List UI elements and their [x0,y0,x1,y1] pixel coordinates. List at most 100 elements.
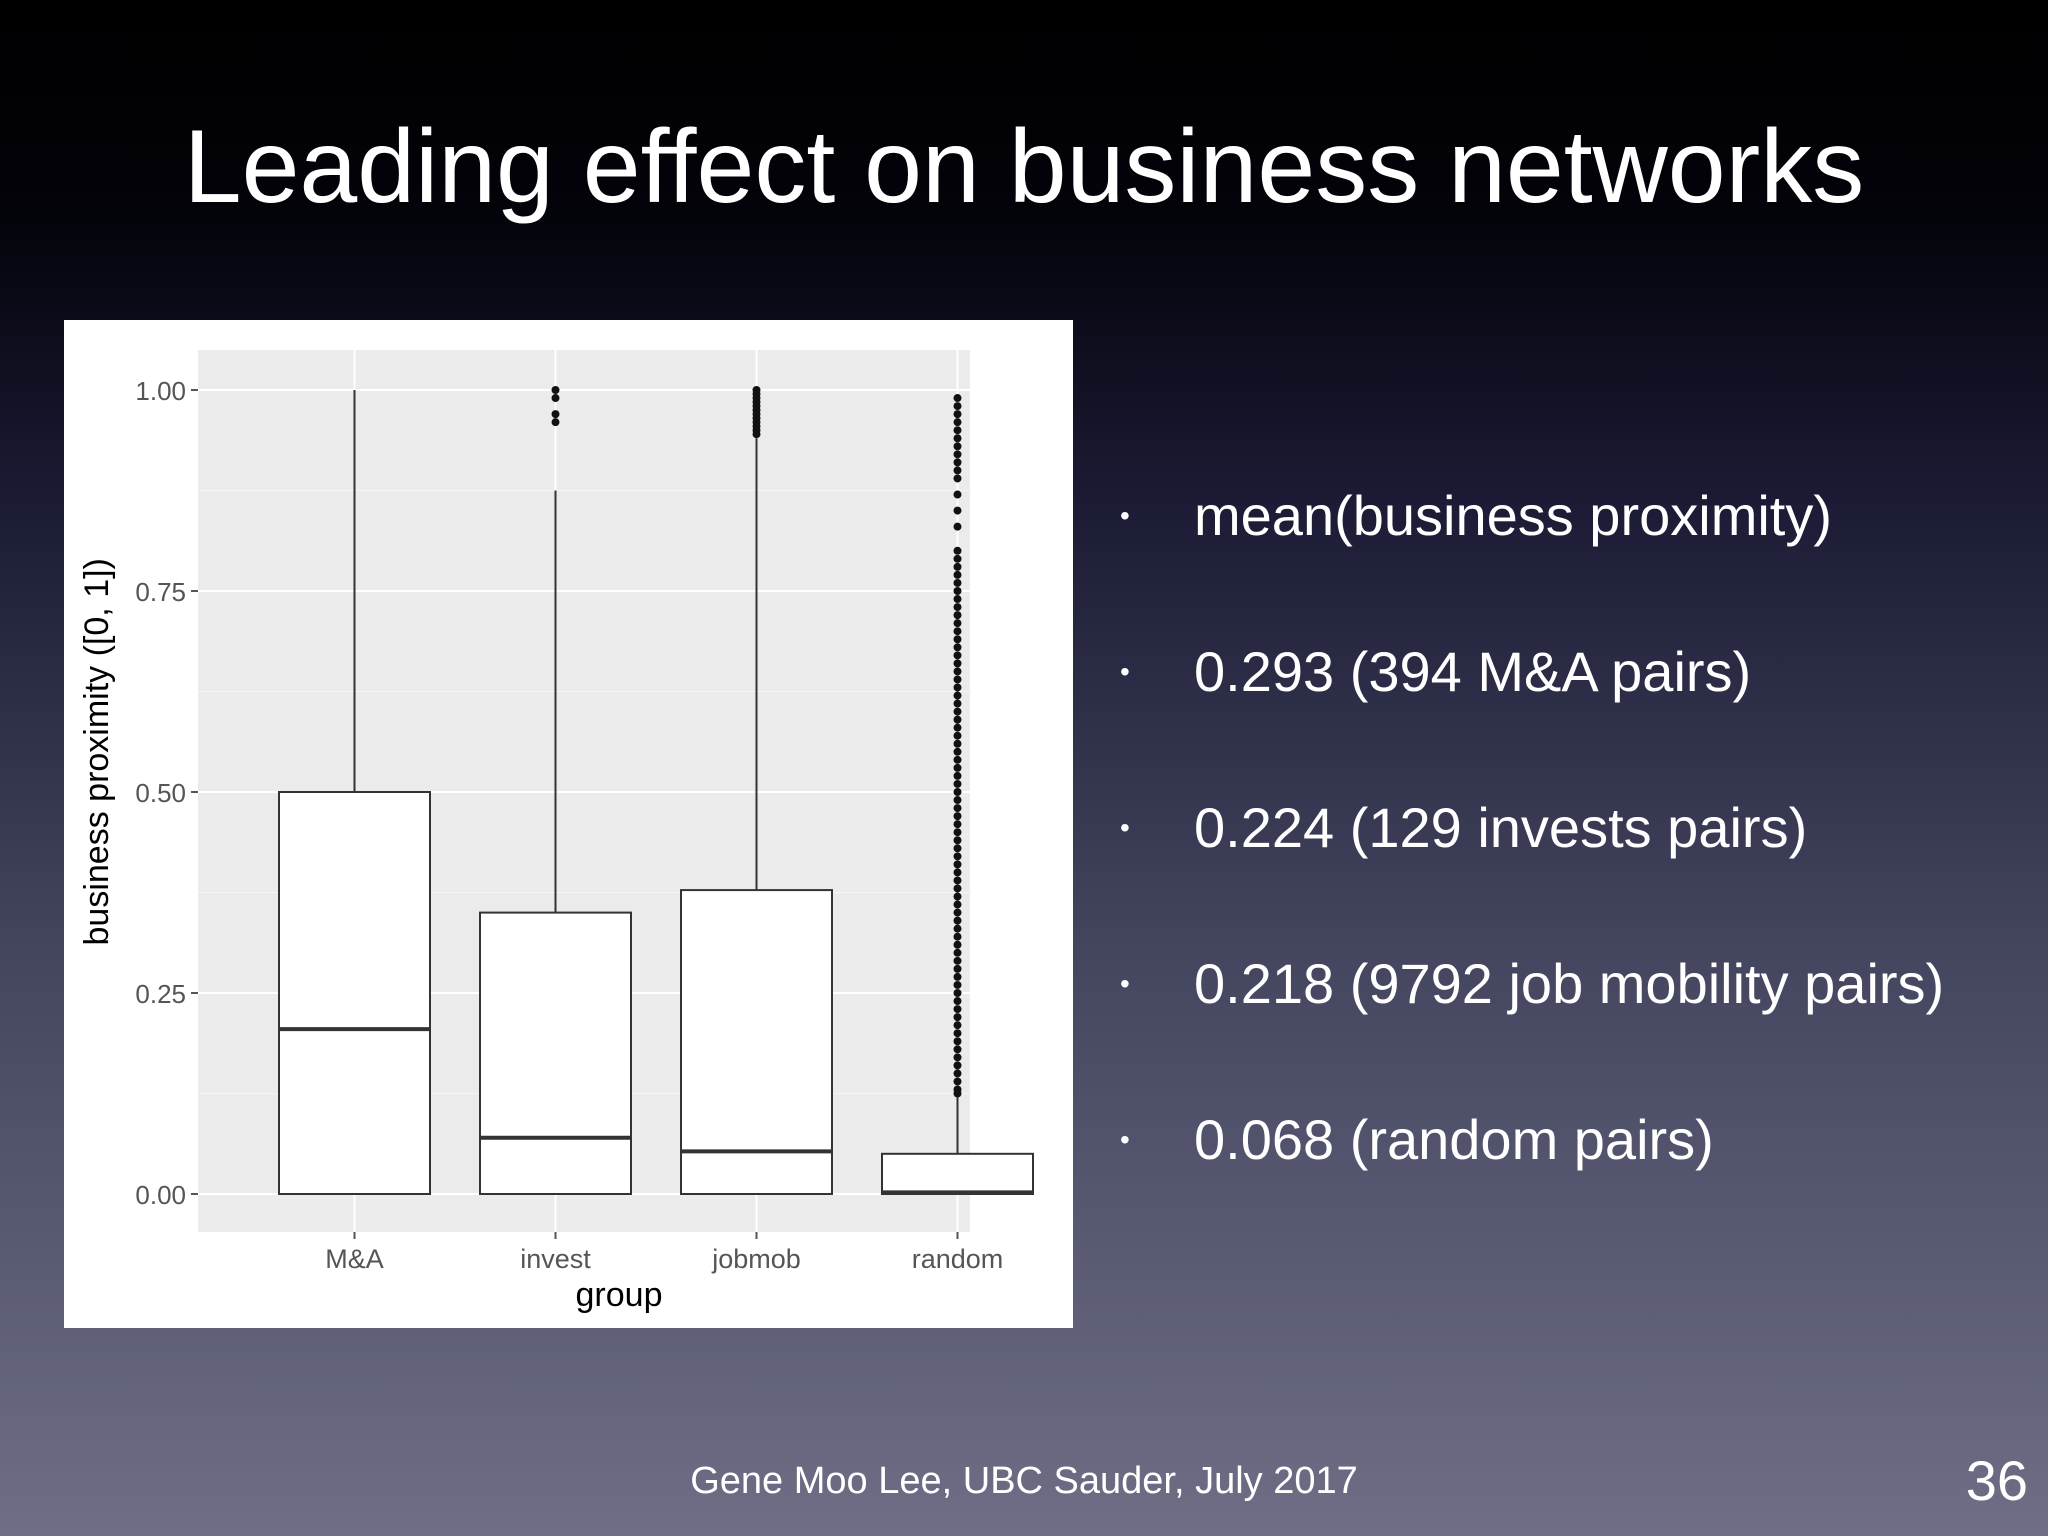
outlier-point [953,635,962,644]
outlier-point [953,739,962,748]
bullet-dot-icon: • [1120,1124,1130,1155]
outlier-point [953,442,962,451]
box-iqr [881,1152,1034,1195]
bullet-item: • 0.224 (129 invests pairs) [1110,784,1944,940]
outlier-point [953,1085,962,1094]
box-iqr [278,791,431,1195]
outlier-point [953,667,962,676]
outlier-point [953,940,962,949]
outlier-point [953,627,962,636]
outlier-point [953,755,962,764]
outlier-point [953,828,962,837]
outlier-point [953,450,962,459]
outlier-point [953,747,962,756]
outlier-point [752,386,761,394]
outlier-point [953,771,962,780]
outlier-point [953,611,962,620]
outlier-point [953,466,962,475]
boxplot-chart: 0.00 0.25 0.50 0.75 1.00 M&A invest jobmob rando… [64,320,1073,1328]
axis-layer: 0.00 0.25 0.50 0.75 1.00 M&A invest jobmob rando… [135,376,1003,1274]
bullet-dot-icon: • [1120,500,1130,531]
outlier-point [953,989,962,997]
outlier-point [551,418,560,427]
bullet-text: 0.224 (129 invests pairs) [1194,796,1808,859]
outlier-point [953,651,962,660]
y-tick-label: 0.50 [135,778,186,808]
bullet-item: • 0.068 (random pairs) [1110,1096,1944,1252]
outlier-point [953,659,962,668]
bullet-text: mean(business proximity) [1194,484,1832,547]
x-tick-label: random [912,1244,1004,1274]
outlier-point [953,900,962,909]
outlier-point [953,924,962,933]
outlier-point [953,1069,962,1078]
outlier-point [953,562,962,571]
outlier-point [953,820,962,829]
outlier-point [953,595,962,604]
box-jobmob [680,386,833,1195]
outlier-point [953,852,962,861]
outlier-point [953,474,962,483]
outlier-point [953,1045,962,1054]
box-m-a [278,390,431,1195]
outlier-point [953,868,962,877]
outlier-point [953,1021,962,1030]
outlier-point [953,932,962,941]
outlier-point [953,812,962,821]
outlier-point [953,804,962,813]
outlier-point [953,860,962,869]
outlier-point [953,587,962,595]
outlier-point [953,554,962,563]
slide-title: Leading effect on business networks [183,109,1865,225]
outlier-point [953,506,962,515]
outlier-point [953,763,962,772]
box-invest [479,386,632,1195]
outlier-point [551,394,560,403]
outlier-point [953,956,962,965]
bullet-text: 0.218 (9792 job mobility pairs) [1194,952,1945,1015]
outlier-point [953,434,962,443]
outlier-point [953,1005,962,1014]
bullet-item: • mean(business proximity) [1110,472,1944,628]
outlier-point [953,796,962,805]
outlier-point [953,418,962,427]
outlier-point [953,522,962,531]
outlier-point [953,908,962,917]
bullet-item: • 0.218 (9792 job mobility pairs) [1110,940,1944,1096]
outlier-point [953,997,962,1006]
y-axis-title: business proximity ([0, 1]) [78,558,116,945]
outlier-point [953,410,962,419]
outlier-point [953,715,962,724]
outlier-point [953,643,962,652]
outlier-point [953,788,962,796]
outlier-point [953,916,962,925]
outlier-point [953,964,962,973]
outlier-point [953,980,962,989]
boxplot-svg: 0.00 0.25 0.50 0.75 1.00 M&A invest jobmob rando… [78,350,1034,1314]
outlier-point [953,1013,962,1022]
x-tick-label: invest [520,1244,591,1274]
y-tick-label: 0.75 [135,577,186,607]
bullet-dot-icon: • [1120,968,1130,999]
outlier-point [953,1061,962,1070]
x-axis-title: group [576,1276,663,1314]
x-tick-label: jobmob [711,1244,801,1274]
outlier-point [953,1053,962,1062]
outlier-point [953,675,962,684]
bullet-dot-icon: • [1120,656,1130,687]
outlier-point [953,844,962,853]
outlier-point [953,731,962,740]
box-iqr [680,889,833,1195]
outlier-point [953,836,962,845]
x-tick-label: M&A [325,1244,384,1274]
box-random [881,394,1034,1195]
bullet-text: 0.068 (random pairs) [1194,1108,1714,1171]
outlier-point [953,578,962,587]
bullet-list: • mean(business proximity) • 0.293 (394 M&… [1110,472,1944,1252]
outlier-point [953,892,962,901]
outlier-point [953,402,962,411]
outlier-point [953,1037,962,1046]
outlier-point [953,779,962,788]
outlier-point [953,972,962,981]
outlier-point [953,691,962,700]
